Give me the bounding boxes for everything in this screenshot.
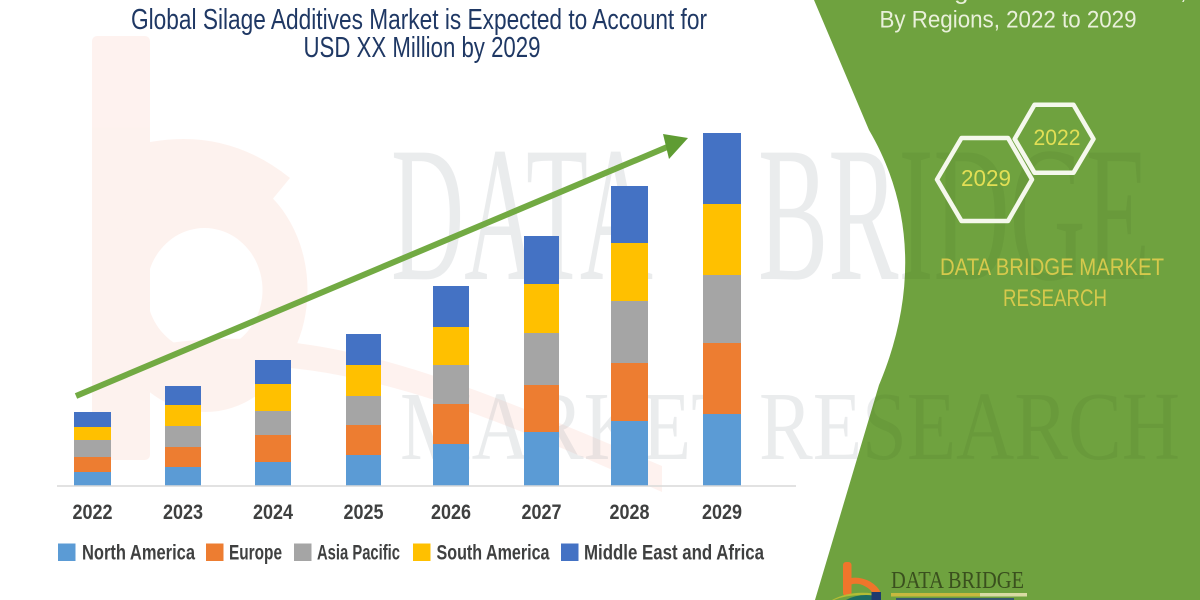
svg-text:2025: 2025 (344, 501, 384, 524)
svg-text:DATA: DATA (391, 107, 653, 321)
svg-text:2023: 2023 (163, 501, 203, 524)
svg-text:2026: 2026 (431, 501, 471, 524)
svg-text:Middle East and Africa: Middle East and Africa (584, 542, 764, 565)
svg-text:North America: North America (82, 542, 195, 565)
svg-text:South America: South America (437, 542, 550, 565)
svg-text:DATA BRIDGE MARKET: DATA BRIDGE MARKET (940, 254, 1164, 281)
svg-text:Europe: Europe (229, 542, 282, 565)
svg-text:RESEARCH: RESEARCH (1003, 285, 1107, 312)
svg-text:Global Silage Additives Market: Global Silage Additives Market is Expect… (131, 4, 707, 36)
svg-text:2029: 2029 (961, 165, 1011, 191)
svg-text:2024: 2024 (253, 501, 293, 524)
svg-text:2022: 2022 (73, 501, 113, 524)
svg-text:By Regions, 2022 to 2029: By Regions, 2022 to 2029 (880, 7, 1137, 34)
svg-text:DATA BRIDGE: DATA BRIDGE (891, 568, 1024, 594)
svg-text:2022: 2022 (1034, 125, 1081, 150)
svg-text:2027: 2027 (522, 501, 562, 524)
svg-text:2029: 2029 (702, 501, 742, 524)
svg-text:2028: 2028 (610, 501, 650, 524)
svg-text:Asia Pacific: Asia Pacific (317, 542, 400, 565)
svg-text:Global Silage Additives Market: Global Silage Additives Market, (829, 0, 1187, 5)
svg-text:USD XX Million by 2029: USD XX Million by 2029 (304, 32, 541, 64)
